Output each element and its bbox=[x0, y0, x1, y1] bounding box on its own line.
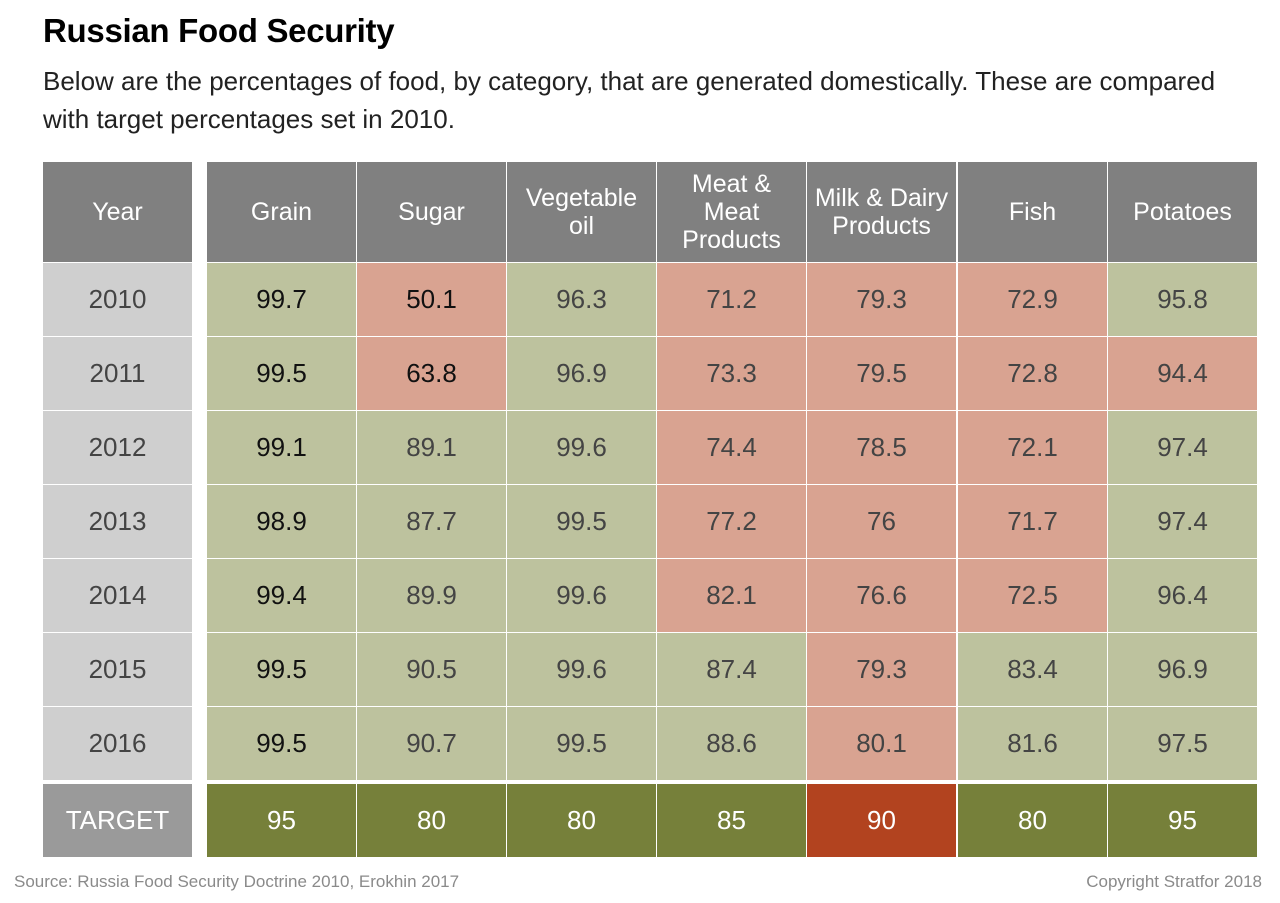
value-cell: 77.2 bbox=[657, 484, 806, 558]
value-cell: 99.5 bbox=[507, 706, 656, 780]
target-cell: 95 bbox=[1108, 784, 1257, 857]
source-note: Source: Russia Food Security Doctrine 20… bbox=[14, 872, 460, 891]
column-header: Vegetable oil bbox=[507, 162, 656, 262]
value-cell: 99.6 bbox=[507, 632, 656, 706]
value-cell: 99.5 bbox=[207, 706, 356, 780]
value-cell: 94.4 bbox=[1108, 336, 1257, 410]
column-header: Fish bbox=[958, 162, 1107, 262]
value-cell: 83.4 bbox=[958, 632, 1107, 706]
value-cell: 74.4 bbox=[657, 410, 806, 484]
year-header: Year bbox=[43, 162, 192, 262]
value-cell: 79.3 bbox=[807, 262, 956, 336]
target-cell: 95 bbox=[207, 784, 356, 857]
value-cell: 99.5 bbox=[207, 336, 356, 410]
value-cell: 50.1 bbox=[357, 262, 506, 336]
column-header: Milk & Dairy Products bbox=[807, 162, 956, 262]
value-cell: 76 bbox=[807, 484, 956, 558]
value-cell: 99.1 bbox=[207, 410, 356, 484]
year-cell: 2014 bbox=[43, 558, 192, 632]
value-cell: 96.9 bbox=[1108, 632, 1257, 706]
value-cell: 96.9 bbox=[507, 336, 656, 410]
value-cell: 89.9 bbox=[357, 558, 506, 632]
target-cell: 80 bbox=[958, 784, 1107, 857]
value-cell: 99.5 bbox=[207, 632, 356, 706]
value-cell: 71.7 bbox=[958, 484, 1107, 558]
value-cell: 81.6 bbox=[958, 706, 1107, 780]
value-cell: 88.6 bbox=[657, 706, 806, 780]
value-cell: 79.5 bbox=[807, 336, 956, 410]
value-cell: 99.7 bbox=[207, 262, 356, 336]
column-header: Sugar bbox=[357, 162, 506, 262]
value-cell: 97.4 bbox=[1108, 410, 1257, 484]
value-cell: 78.5 bbox=[807, 410, 956, 484]
column-header: Grain bbox=[207, 162, 356, 262]
value-cell: 72.9 bbox=[958, 262, 1107, 336]
value-cell: 87.4 bbox=[657, 632, 806, 706]
value-cell: 87.7 bbox=[357, 484, 506, 558]
target-label: TARGET bbox=[43, 784, 192, 857]
chart-subtitle: Below are the percentages of food, by ca… bbox=[43, 66, 1216, 134]
value-cell: 98.9 bbox=[207, 484, 356, 558]
year-cell: 2012 bbox=[43, 410, 192, 484]
value-cell: 89.1 bbox=[357, 410, 506, 484]
value-cell: 72.8 bbox=[958, 336, 1107, 410]
year-cell: 2011 bbox=[43, 336, 192, 410]
value-cell: 79.3 bbox=[807, 632, 956, 706]
value-cell: 96.4 bbox=[1108, 558, 1257, 632]
value-cell: 76.6 bbox=[807, 558, 956, 632]
value-cell: 97.4 bbox=[1108, 484, 1257, 558]
chart-title: Russian Food Security bbox=[43, 12, 395, 49]
column-header: Potatoes bbox=[1108, 162, 1257, 262]
value-cell: 96.3 bbox=[507, 262, 656, 336]
value-cell: 82.1 bbox=[657, 558, 806, 632]
year-cell: 2010 bbox=[43, 262, 192, 336]
value-cell: 72.1 bbox=[958, 410, 1107, 484]
value-cell: 90.5 bbox=[357, 632, 506, 706]
value-cell: 99.4 bbox=[207, 558, 356, 632]
value-cell: 71.2 bbox=[657, 262, 806, 336]
year-cell: 2015 bbox=[43, 632, 192, 706]
year-cell: 2013 bbox=[43, 484, 192, 558]
value-cell: 90.7 bbox=[357, 706, 506, 780]
year-cell: 2016 bbox=[43, 706, 192, 780]
value-cell: 80.1 bbox=[807, 706, 956, 780]
value-cell: 99.6 bbox=[507, 558, 656, 632]
value-cell: 99.5 bbox=[507, 484, 656, 558]
column-header: Meat & Meat Products bbox=[657, 162, 806, 262]
value-cell: 73.3 bbox=[657, 336, 806, 410]
value-cell: 63.8 bbox=[357, 336, 506, 410]
target-cell: 80 bbox=[357, 784, 506, 857]
value-cell: 97.5 bbox=[1108, 706, 1257, 780]
value-cell: 72.5 bbox=[958, 558, 1107, 632]
target-cell: 80 bbox=[507, 784, 656, 857]
copyright-note: Copyright Stratfor 2018 bbox=[1086, 872, 1262, 891]
target-cell: 85 bbox=[657, 784, 806, 857]
target-cell: 90 bbox=[807, 784, 956, 857]
value-cell: 95.8 bbox=[1108, 262, 1257, 336]
value-cell: 99.6 bbox=[507, 410, 656, 484]
